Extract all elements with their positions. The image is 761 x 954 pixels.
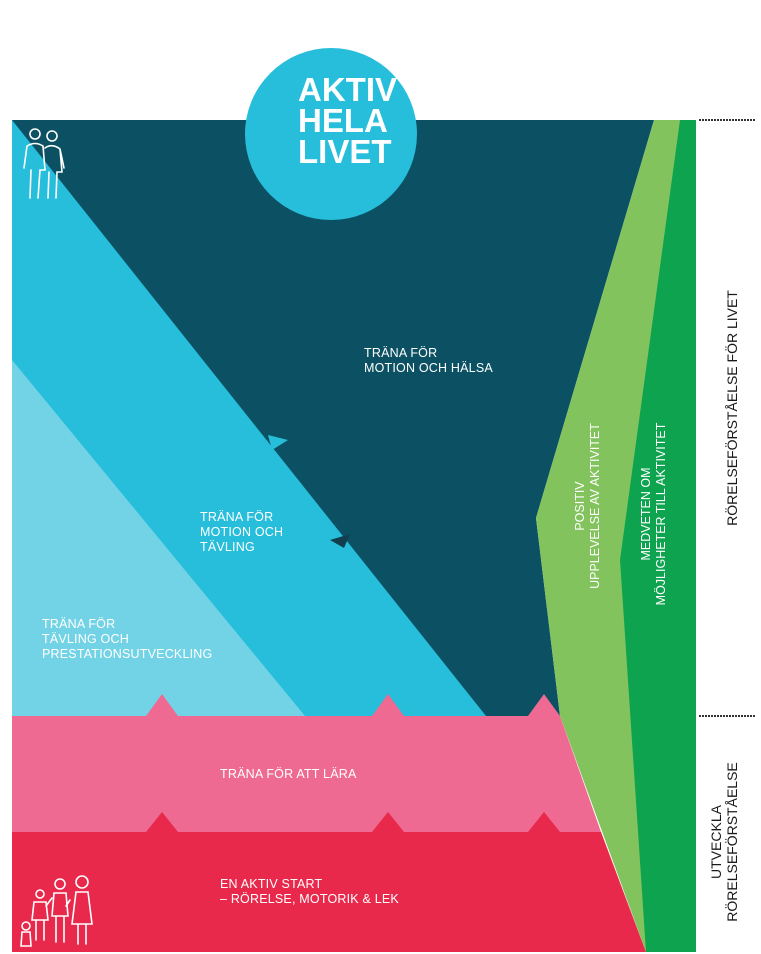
side-label-livet-text: RÖRELSEFÖRSTÅELSE FÖR LIVET (724, 290, 740, 526)
side-label-utveckla-line-2: RÖRELSEFÖRSTÅELSE (724, 762, 740, 922)
title-aktiv-hela-livet: AKTIV HELA LIVET (262, 71, 412, 170)
label-lara-text: TRÄNA FÖR ATT LÄRA (220, 767, 357, 781)
medveten-band-wedge (620, 120, 680, 952)
start-region (12, 832, 646, 952)
label-medveten-line-1: MEDVETEN OM (639, 467, 653, 561)
label-start: EN AKTIV START – RÖRELSE, MOTORIK & LEK (220, 877, 399, 907)
title-circle (245, 48, 417, 220)
label-lara: TRÄNA FÖR ATT LÄRA (220, 767, 357, 782)
arrow-notch (372, 812, 404, 832)
label-motion-tavling-line-3: TÄVLING (200, 540, 255, 554)
arrow-notch (330, 534, 350, 548)
label-motion-tavling-line-1: TRÄNA FÖR (200, 510, 274, 524)
label-start-line-2: – RÖRELSE, MOTORIK & LEK (220, 892, 399, 906)
title-line-2: HELA (298, 102, 388, 139)
label-prestation-line-3: PRESTATIONSUTVECKLING (42, 647, 213, 661)
label-motion-tavling-line-2: MOTION OCH (200, 525, 284, 539)
label-positiv-line-2: UPPLEVELSE AV AKTIVITET (588, 423, 602, 589)
arrow-notch (152, 520, 172, 536)
title-line-3: LIVET (298, 133, 392, 170)
lara-region (12, 716, 601, 832)
arrow-notch (528, 812, 560, 832)
label-medveten: MEDVETEN OM MÖJLIGHETER TILL AKTIVITET (639, 423, 669, 606)
label-motion-tavling: TRÄNA FÖR MOTION OCH TÄVLING (200, 510, 283, 555)
side-label-livet: RÖRELSEFÖRSTÅELSE FÖR LIVET (724, 290, 740, 526)
side-label-utveckla-line-1: UTVECKLA (708, 805, 724, 879)
medveten-band (680, 120, 696, 952)
label-start-line-1: EN AKTIV START (220, 877, 323, 891)
label-halsa-line-2: MOTION OCH HÄLSA (364, 361, 493, 375)
arrow-notch (372, 694, 404, 716)
arrow-notch (528, 694, 560, 716)
label-positiv-upplevelse: POSITIV UPPLEVELSE AV AKTIVITET (573, 423, 603, 589)
prestation-region (12, 360, 305, 716)
elderly-couple-icon (23, 128, 65, 199)
family-children-icon (20, 875, 93, 947)
arrow-notch (206, 618, 224, 634)
arrow-notch (146, 812, 178, 832)
label-medveten-line-2: MÖJLIGHETER TILL AKTIVITET (654, 422, 668, 606)
label-positiv-line-1: POSITIV (573, 481, 587, 531)
title-line-1: AKTIV (298, 71, 397, 108)
label-prestation-line-1: TRÄNA FÖR (42, 617, 116, 631)
arrow-notch (146, 694, 178, 716)
label-prestation-line-2: TÄVLING OCH (42, 632, 129, 646)
label-prestation: TRÄNA FÖR TÄVLING OCH PRESTATIONSUTVECKL… (42, 617, 212, 662)
side-label-utveckla: UTVECKLA RÖRELSEFÖRSTÅELSE (708, 762, 740, 922)
arrow-notch (268, 435, 288, 450)
label-halsa-line-1: TRÄNA FÖR (364, 346, 438, 360)
label-halsa: TRÄNA FÖR MOTION OCH HÄLSA (364, 346, 493, 376)
